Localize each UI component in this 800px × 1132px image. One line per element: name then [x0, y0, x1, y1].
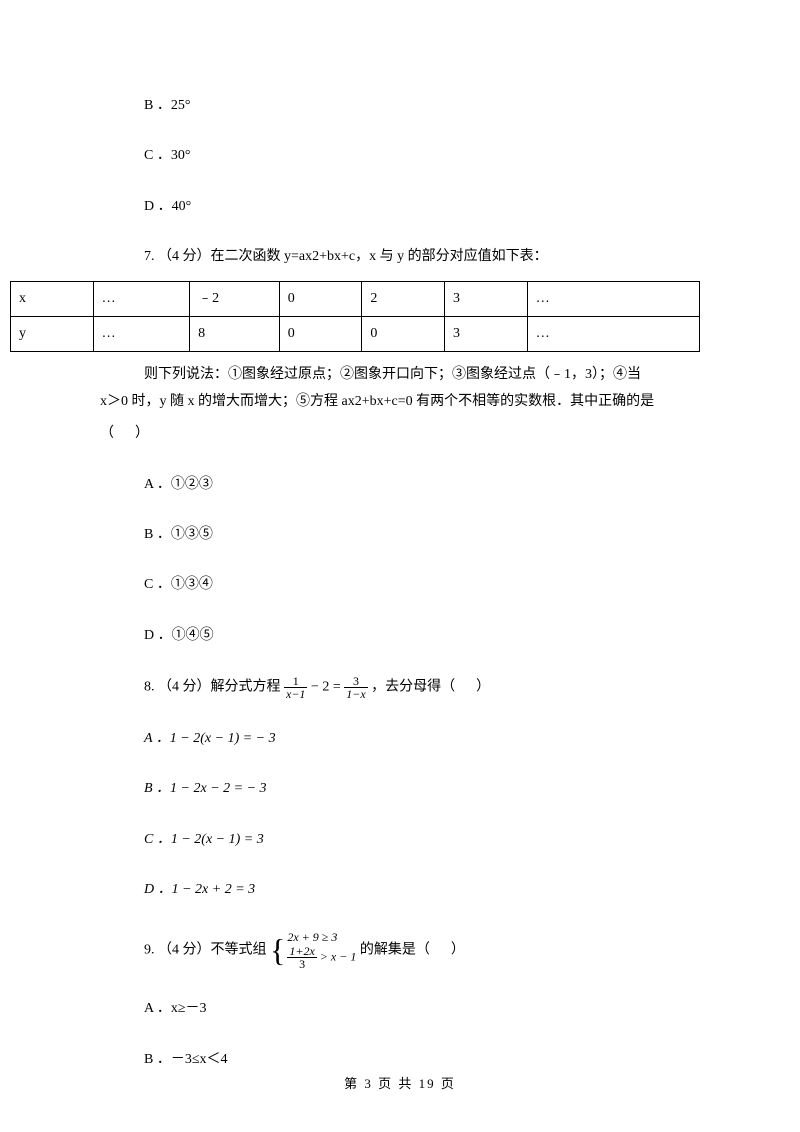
table-cell: 0 — [362, 316, 445, 351]
inequality-line: 1+2x 3 > x − 1 — [287, 945, 356, 970]
left-brace-icon: { — [270, 934, 285, 966]
option-c: C ．30° — [144, 145, 700, 167]
page-footer: 第 3 页 共 19 页 — [0, 1073, 800, 1092]
denominator: x−1 — [284, 688, 307, 700]
fraction-icon: 1 x−1 — [284, 675, 307, 700]
q8-stem: 8. （4 分）解分式方程 1 x−1 − 2 = 3 1−x ，去分母得（ ） — [144, 675, 700, 700]
q7-table: x … ﹣2 0 2 3 … y … 8 0 0 3 … — [10, 281, 700, 353]
option-a: A ．x≥－3 — [144, 998, 700, 1020]
table-cell: 2 — [362, 281, 445, 316]
inequality-post: > x − 1 — [320, 949, 357, 963]
table-cell: 8 — [190, 316, 280, 351]
option-d: D ．①④⑤ — [144, 625, 700, 647]
table-cell: 3 — [445, 281, 528, 316]
table-cell: … — [527, 316, 699, 351]
table-cell: 3 — [445, 316, 528, 351]
q8-post: ，去分母得（ ） — [371, 680, 490, 695]
table-cell: x — [11, 281, 94, 316]
q7-para3: （ ） — [100, 423, 700, 445]
q8-mid: − 2 = — [311, 680, 344, 695]
fraction-icon: 1+2x 3 — [287, 945, 316, 970]
inequality-line: 2x + 9 ≥ 3 — [287, 930, 356, 946]
option-b: B ．①③⑤ — [144, 524, 700, 546]
option-b: B ．－3≤x＜4 — [144, 1049, 700, 1071]
option-b: B ．25° — [144, 95, 700, 117]
q7-stem: 7. （4 分）在二次函数 y=ax2+bx+c，x 与 y 的部分对应值如下表… — [144, 246, 700, 268]
option-d: D ．1 − 2x + 2 = 3 — [144, 879, 700, 901]
denominator: 3 — [287, 958, 316, 970]
inequality-stack: 2x + 9 ≥ 3 1+2x 3 > x − 1 — [287, 930, 356, 971]
table-cell: … — [93, 316, 189, 351]
q7-para1: 则下列说法：①图象经过原点；②图象开口向下；③图象经过点（﹣1，3）；④当 — [100, 364, 700, 386]
option-a: A ．①②③ — [144, 474, 700, 496]
table-cell: 0 — [279, 281, 362, 316]
table-cell: … — [93, 281, 189, 316]
table-cell: y — [11, 316, 94, 351]
option-a: A ．1 − 2(x − 1) = − 3 — [144, 728, 700, 750]
q7-para2: x＞0 时，y 随 x 的增大而增大；⑤方程 ax2+bx+c=0 有两个不相等… — [100, 391, 700, 413]
q9-pre: 9. （4 分）不等式组 — [144, 942, 270, 957]
table-row: x … ﹣2 0 2 3 … — [11, 281, 700, 316]
table-cell: 0 — [279, 316, 362, 351]
option-b: B ．1 − 2x − 2 = − 3 — [144, 778, 700, 800]
table-row: y … 8 0 0 3 … — [11, 316, 700, 351]
q9-post: 的解集是（ ） — [360, 942, 465, 957]
option-c: C ．1 − 2(x − 1) = 3 — [144, 829, 700, 851]
document-page: B ．25° C ．30° D ．40° 7. （4 分）在二次函数 y=ax2… — [0, 0, 800, 1111]
option-d: D ．40° — [144, 196, 700, 218]
table-cell: ﹣2 — [190, 281, 280, 316]
fraction-icon: 3 1−x — [344, 675, 367, 700]
q9-stem: 9. （4 分）不等式组 { 2x + 9 ≥ 3 1+2x 3 > x − 1… — [144, 930, 700, 971]
option-c: C ．①③④ — [144, 574, 700, 596]
brace-group: { 2x + 9 ≥ 3 1+2x 3 > x − 1 — [270, 930, 356, 971]
denominator: 1−x — [344, 688, 367, 700]
q8-pre: 8. （4 分）解分式方程 — [144, 680, 284, 695]
table-cell: … — [527, 281, 699, 316]
